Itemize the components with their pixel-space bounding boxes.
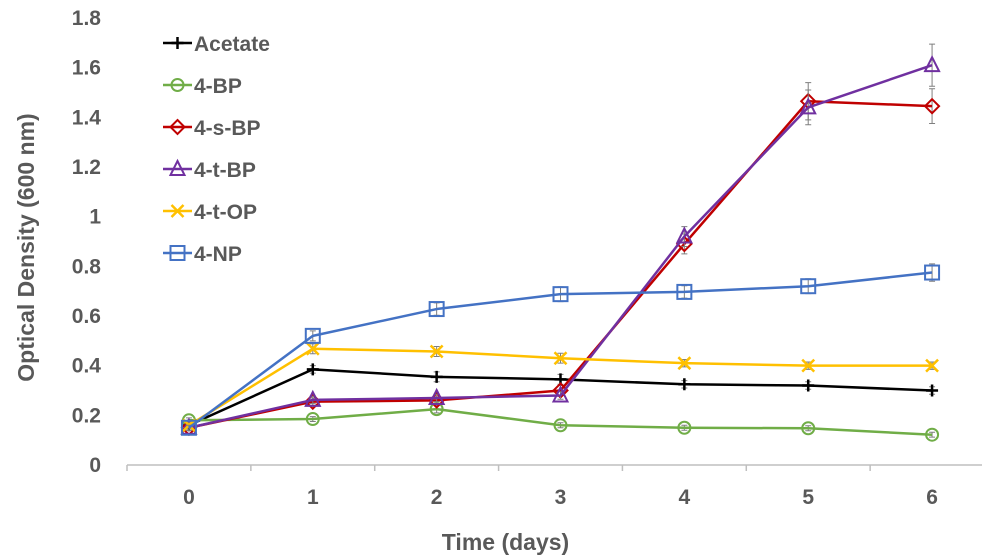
series-4-bp [181, 402, 940, 442]
legend-label-4-bp: 4-BP [194, 75, 242, 98]
data-point-4-np [428, 301, 445, 318]
data-point-4-s-bp [923, 97, 941, 115]
data-point-4-bp [801, 421, 816, 436]
x-axis-title: Time (days) [442, 529, 569, 555]
y-ticks: 0 0.2 0.4 0.6 0.8 1 1.2 1.4 1.6 1.8 [72, 7, 102, 477]
data-point-4-np [304, 327, 321, 344]
data-point-4-t-bp [923, 54, 941, 73]
data-point-4-t-op [677, 356, 692, 371]
x-tick-label: 5 [802, 486, 814, 509]
legend-item-4-t-op: 4-t-OP [163, 201, 257, 224]
x-tick-label: 2 [431, 486, 443, 509]
data-point-4-t-op [305, 341, 320, 356]
data-point-4-bp [677, 420, 692, 435]
y-tick-label: 1 [89, 206, 101, 229]
axes [126, 464, 982, 471]
y-tick-label: 1.2 [72, 156, 101, 179]
legend-marker-acetate [171, 37, 184, 49]
series-4-t-bp [180, 43, 941, 435]
y-tick-label: 0.8 [72, 255, 102, 278]
data-point-4-bp [305, 412, 320, 427]
series-line-4-t-bp [188, 64, 933, 429]
y-tick-label: 0.6 [72, 305, 101, 328]
data-point-4-t-op [801, 358, 816, 373]
y-axis-title-group: Optical Density (600 nm) [13, 113, 39, 381]
data-point-acetate [926, 384, 939, 397]
series-layer [180, 43, 941, 442]
data-point-4-t-op [553, 351, 568, 366]
data-point-acetate [802, 379, 815, 392]
data-point-4-t-op [925, 358, 939, 373]
x-tick-label: 1 [307, 486, 319, 509]
data-point-4-t-bp [304, 389, 322, 407]
data-point-4-t-bp [551, 385, 570, 403]
y-tick-label: 0 [89, 454, 101, 477]
y-tick-label: 1.6 [72, 57, 101, 80]
legend-label-4-s-bp: 4-s-BP [194, 117, 261, 140]
x-tick-label: 0 [183, 486, 195, 509]
data-point-4-t-bp [428, 387, 446, 405]
data-point-4-t-bp [675, 226, 693, 244]
y-tick-label: 0.4 [72, 355, 102, 378]
series-line-4-np [188, 271, 933, 429]
legend-marker-4-t-op [170, 204, 185, 218]
legend-marker-4-t-bp [168, 158, 187, 176]
data-point-4-np [180, 419, 197, 436]
data-point-acetate [430, 370, 443, 383]
x-tick-label: 6 [926, 486, 938, 509]
legend-label-4-np: 4-NP [194, 243, 242, 266]
legend-item-4-t-bp: 4-t-BP [163, 158, 256, 182]
data-point-acetate [306, 363, 319, 376]
x-ticks: 0 1 2 3 4 5 6 [183, 486, 938, 509]
data-point-4-np [800, 278, 817, 295]
y-axis-title: Optical Density (600 nm) [13, 113, 39, 381]
y-tick-label: 0.2 [72, 404, 101, 427]
legend-label-4-t-op: 4-t-OP [194, 201, 257, 224]
legend-item-acetate: Acetate [163, 33, 270, 56]
legend-item-4-np: 4-NP [163, 243, 242, 266]
y-tick-label: 1.8 [72, 7, 102, 30]
x-tick-label: 3 [555, 486, 567, 509]
data-point-4-t-op [429, 344, 444, 359]
legend-marker-4-s-bp [169, 118, 186, 136]
legend-item-4-s-bp: 4-s-BP [163, 117, 261, 140]
series-4-np [180, 263, 941, 436]
data-point-4-np [924, 264, 941, 281]
data-point-4-np [676, 283, 693, 300]
data-point-4-bp [553, 418, 568, 433]
data-point-acetate [678, 378, 691, 391]
legend: Acetate 4-BP 4-s-BP 4-t-BP 4-t-OP 4-NP [163, 33, 270, 266]
legend-marker-4-bp [170, 78, 185, 92]
x-tick-label: 4 [679, 486, 691, 509]
data-point-4-bp [925, 427, 940, 442]
legend-label-acetate: Acetate [194, 33, 270, 56]
legend-label-4-t-bp: 4-t-BP [194, 159, 256, 182]
legend-marker-4-np [169, 245, 186, 261]
data-point-4-t-bp [799, 97, 817, 115]
legend-item-4-bp: 4-BP [163, 75, 242, 98]
y-tick-label: 1.4 [72, 106, 102, 129]
data-point-4-np [552, 286, 569, 303]
series-line-4-bp [188, 407, 933, 436]
